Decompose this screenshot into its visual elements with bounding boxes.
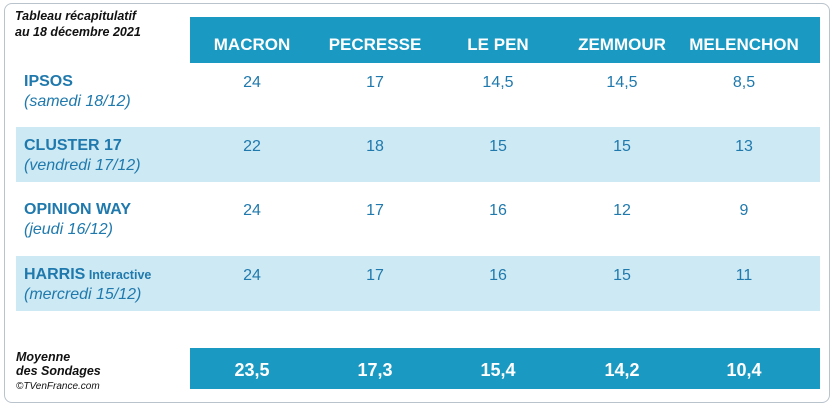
cell-value: 24 xyxy=(243,74,261,91)
column-header-melenchon: MELENCHON xyxy=(689,35,799,54)
institute-name: HARRIS Interactive xyxy=(24,265,151,285)
poll-date: (vendredi 17/12) xyxy=(24,157,141,174)
column-header-zemmour: ZEMMOUR xyxy=(578,35,666,54)
poll-date: (jeudi 16/12) xyxy=(24,221,113,238)
caption-line-2: au 18 décembre 2021 xyxy=(15,25,141,39)
table-row: IPSOS (samedi 18/12) 24 17 14,5 14,5 8,5 xyxy=(16,63,820,118)
average-value: 17,3 xyxy=(357,360,393,380)
table-row: CLUSTER 17 (vendredi 17/12) 22 18 15 15 13 xyxy=(16,127,820,182)
column-header-pecresse: PECRESSE xyxy=(328,35,422,54)
column-header-band: MACRON PECRESSE LE PEN ZEMMOUR MELENCHON xyxy=(190,17,820,63)
table-row: OPINION WAY (jeudi 16/12) 24 17 16 12 9 xyxy=(16,191,820,246)
cell-value: 16 xyxy=(489,202,507,219)
cell-value: 24 xyxy=(243,202,261,219)
cell-value: 18 xyxy=(366,138,384,155)
cell-value: 14,5 xyxy=(482,74,514,91)
cell-value: 14,5 xyxy=(606,74,638,91)
average-value: 23,5 xyxy=(234,360,270,380)
cell-value: 15 xyxy=(613,138,631,155)
cell-value: 24 xyxy=(243,267,261,284)
institute-name-main: OPINION WAY xyxy=(24,201,131,218)
institute-name-suffix: Interactive xyxy=(85,268,152,282)
row-label: IPSOS (samedi 18/12) xyxy=(24,72,131,112)
institute-name: OPINION WAY xyxy=(24,200,131,220)
table-frame xyxy=(4,3,830,403)
institute-name-main: HARRIS xyxy=(24,266,86,283)
table-row: HARRIS Interactive (mercredi 15/12) 24 17 16… xyxy=(16,256,820,311)
average-value: 10,4 xyxy=(726,360,762,380)
cell-value: 11 xyxy=(735,267,753,284)
cell-value: 16 xyxy=(489,267,507,284)
column-header-macron: MACRON xyxy=(213,35,291,54)
average-label-line-1: Moyenne xyxy=(16,350,71,364)
cell-value: 17 xyxy=(366,202,384,219)
institute-name-main: CLUSTER 17 xyxy=(24,137,122,154)
average-label: Moyenne des Sondages xyxy=(16,350,101,378)
average-value: 15,4 xyxy=(480,360,516,380)
institute-name: CLUSTER 17 xyxy=(24,136,141,156)
cell-value: 15 xyxy=(613,267,631,284)
institute-name-main: IPSOS xyxy=(24,73,73,90)
cell-value: 17 xyxy=(366,74,384,91)
cell-value: 15 xyxy=(489,138,507,155)
caption-line-1: Tableau récapitulatif xyxy=(15,9,137,23)
cell-value: 8,5 xyxy=(732,74,756,91)
average-value: 14,2 xyxy=(604,360,640,380)
average-band: 23,5 17,3 15,4 14,2 10,4 xyxy=(190,348,820,389)
credit-text: ©TVenFrance.com xyxy=(16,381,100,392)
cell-value: 13 xyxy=(735,138,753,155)
row-label: CLUSTER 17 (vendredi 17/12) xyxy=(24,136,141,176)
row-label: OPINION WAY (jeudi 16/12) xyxy=(24,200,131,240)
cell-value: 22 xyxy=(243,138,261,155)
cell-value: 17 xyxy=(366,267,384,284)
cell-value: 12 xyxy=(613,202,631,219)
poll-date: (mercredi 15/12) xyxy=(24,286,142,303)
institute-name: IPSOS xyxy=(24,72,131,92)
cell-value: 9 xyxy=(739,202,749,219)
poll-date: (samedi 18/12) xyxy=(24,93,131,110)
table-caption: Tableau récapitulatif au 18 décembre 202… xyxy=(15,8,141,40)
row-label: HARRIS Interactive (mercredi 15/12) xyxy=(24,265,151,305)
column-header-le-pen: LE PEN xyxy=(467,35,529,54)
average-label-line-2: des Sondages xyxy=(16,364,101,378)
